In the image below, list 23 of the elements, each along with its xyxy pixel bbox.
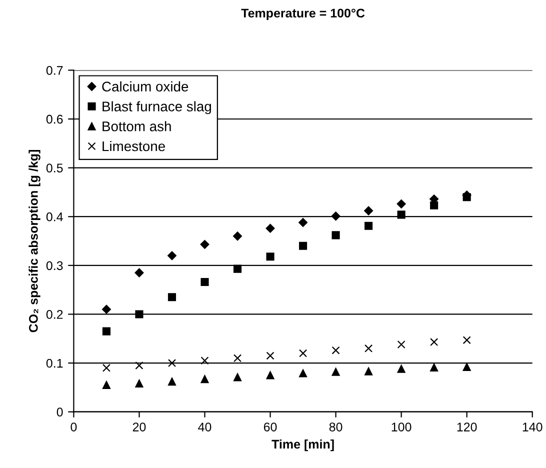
legend-label: Limestone [102, 140, 165, 152]
legend-label: Bottom ash [102, 121, 171, 132]
x-axis-title: Time [min] [272, 439, 334, 452]
y-axis-title: CO₂ specific absorption [g /kg] [28, 150, 40, 332]
x-tick-label: 40 [198, 422, 212, 432]
y-tick-label: 0.5 [46, 164, 63, 172]
x-tick-label: 0 [70, 422, 77, 432]
y-tick-label: 0.3 [46, 261, 63, 270]
y-tick-label: 0.6 [46, 114, 63, 124]
x-tick-label: 120 [457, 422, 477, 432]
x-tick-label: 20 [132, 422, 146, 432]
x-tick-label: 140 [522, 422, 542, 432]
y-tick-label: 0.4 [46, 212, 63, 222]
legend-label: Blast furnace slag [102, 101, 211, 114]
x-tick-label: 60 [264, 422, 277, 432]
x-tick-label: 100 [392, 422, 412, 432]
y-tick-label: 0.7 [46, 66, 63, 75]
y-tick-label: 0.2 [46, 310, 63, 319]
legend-label: Calcium oxide [102, 81, 188, 92]
chart-title: Temperature = 100°C [241, 8, 365, 20]
x-tick-label: 80 [329, 422, 342, 432]
y-tick-label: 0 [56, 408, 63, 416]
y-tick-label: 0.1 [46, 358, 63, 368]
